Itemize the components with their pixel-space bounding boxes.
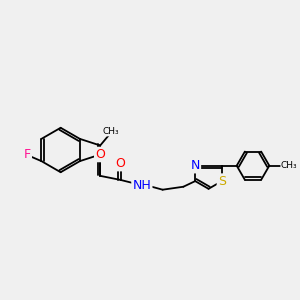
Text: F: F — [24, 148, 31, 161]
Text: S: S — [218, 175, 226, 188]
Text: NH: NH — [133, 179, 151, 192]
Text: CH₃: CH₃ — [102, 127, 119, 136]
Text: CH₃: CH₃ — [281, 161, 298, 170]
Text: O: O — [95, 148, 105, 161]
Text: O: O — [116, 157, 125, 170]
Text: N: N — [190, 159, 200, 172]
